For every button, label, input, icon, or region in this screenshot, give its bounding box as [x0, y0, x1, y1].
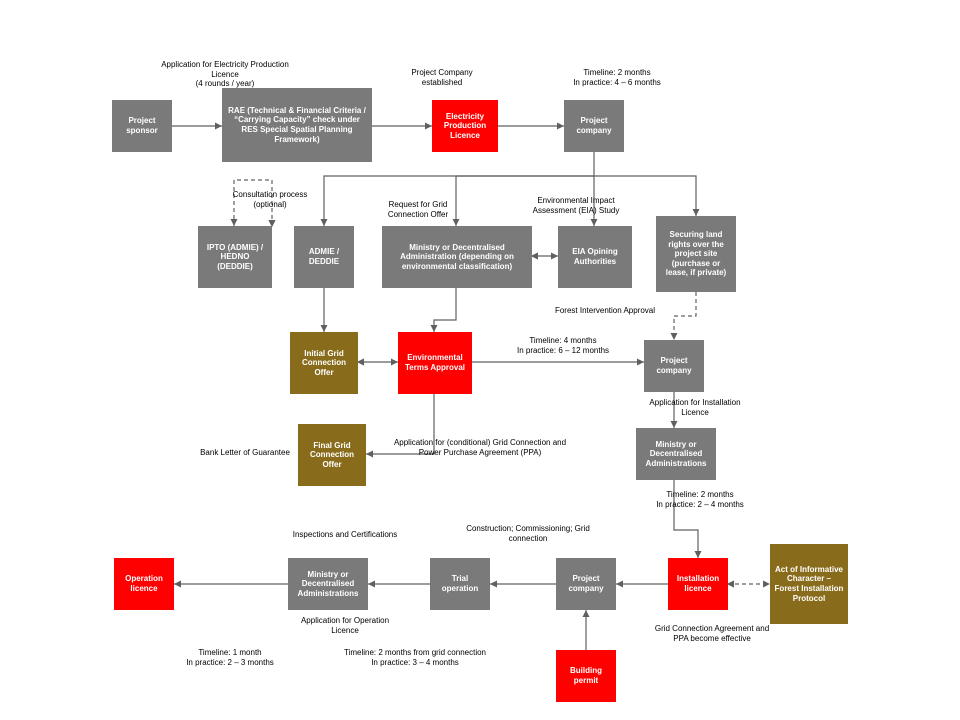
node-ministry2: Ministry or Decentralised Administration…: [636, 428, 716, 480]
node-instlic: Installation licence: [668, 558, 728, 610]
label-8: Application for Installation Licence: [640, 398, 750, 417]
node-pc1: Project company: [564, 100, 624, 152]
label-2: Timeline: 2 months In practice: 4 – 6 mo…: [552, 68, 682, 87]
node-pc3: Project company: [556, 558, 616, 610]
node-rae: RAE (Technical & Financial Criteria / “C…: [222, 88, 372, 162]
label-3: Consultation process (optional): [210, 190, 330, 209]
node-oplic: Operation licence: [114, 558, 174, 610]
node-epl: Electricity Production Licence: [432, 100, 498, 152]
label-16: Timeline: 1 month In practice: 2 – 3 mon…: [160, 648, 300, 667]
node-fgco: Final Grid Connection Offer: [298, 424, 366, 486]
node-sponsor: Project sponsor: [112, 100, 172, 152]
label-9: Bank Letter of Guarantee: [200, 448, 290, 458]
label-11: Timeline: 2 months In practice: 2 – 4 mo…: [640, 490, 760, 509]
label-5: Environmental Impact Assessment (EIA) St…: [516, 196, 636, 215]
edge-13: [674, 292, 696, 340]
node-building: Building permit: [556, 650, 616, 702]
node-trial: Trial operation: [430, 558, 490, 610]
label-13: Construction; Commissioning; Grid connec…: [458, 524, 598, 543]
node-forest: Act of Informative Character – Forest In…: [770, 544, 848, 624]
label-14: Application for Operation Licence: [290, 616, 400, 635]
node-ministry1: Ministry or Decentralised Administration…: [382, 226, 532, 288]
label-0: Application for Electricity Production L…: [160, 60, 290, 89]
node-ministry3: Ministry or Decentralised Administration…: [288, 558, 368, 610]
label-4: Request for Grid Connection Offer: [368, 200, 468, 219]
label-17: Timeline: 2 months from grid connection …: [320, 648, 510, 667]
node-pc2: Project company: [644, 340, 704, 392]
label-7: Timeline: 4 months In practice: 6 – 12 m…: [488, 336, 638, 355]
node-eta: Environmental Terms Approval: [398, 332, 472, 394]
label-10: Application for (conditional) Grid Conne…: [390, 438, 570, 457]
node-eia: EIA Opining Authorities: [558, 226, 632, 288]
node-admie: ADMIE / DEDDIE: [294, 226, 354, 288]
node-igco: Initial Grid Connection Offer: [290, 332, 358, 394]
node-land: Securing land rights over the project si…: [656, 216, 736, 292]
label-15: Grid Connection Agreement and PPA become…: [652, 624, 772, 643]
label-6: Forest Intervention Approval: [530, 306, 680, 316]
label-1: Project Company established: [392, 68, 492, 87]
edge-10: [434, 288, 456, 332]
label-12: Inspections and Certifications: [290, 530, 400, 540]
node-ipto: IPTO (ADMIE) / HEDNO (DEDDIE): [198, 226, 272, 288]
